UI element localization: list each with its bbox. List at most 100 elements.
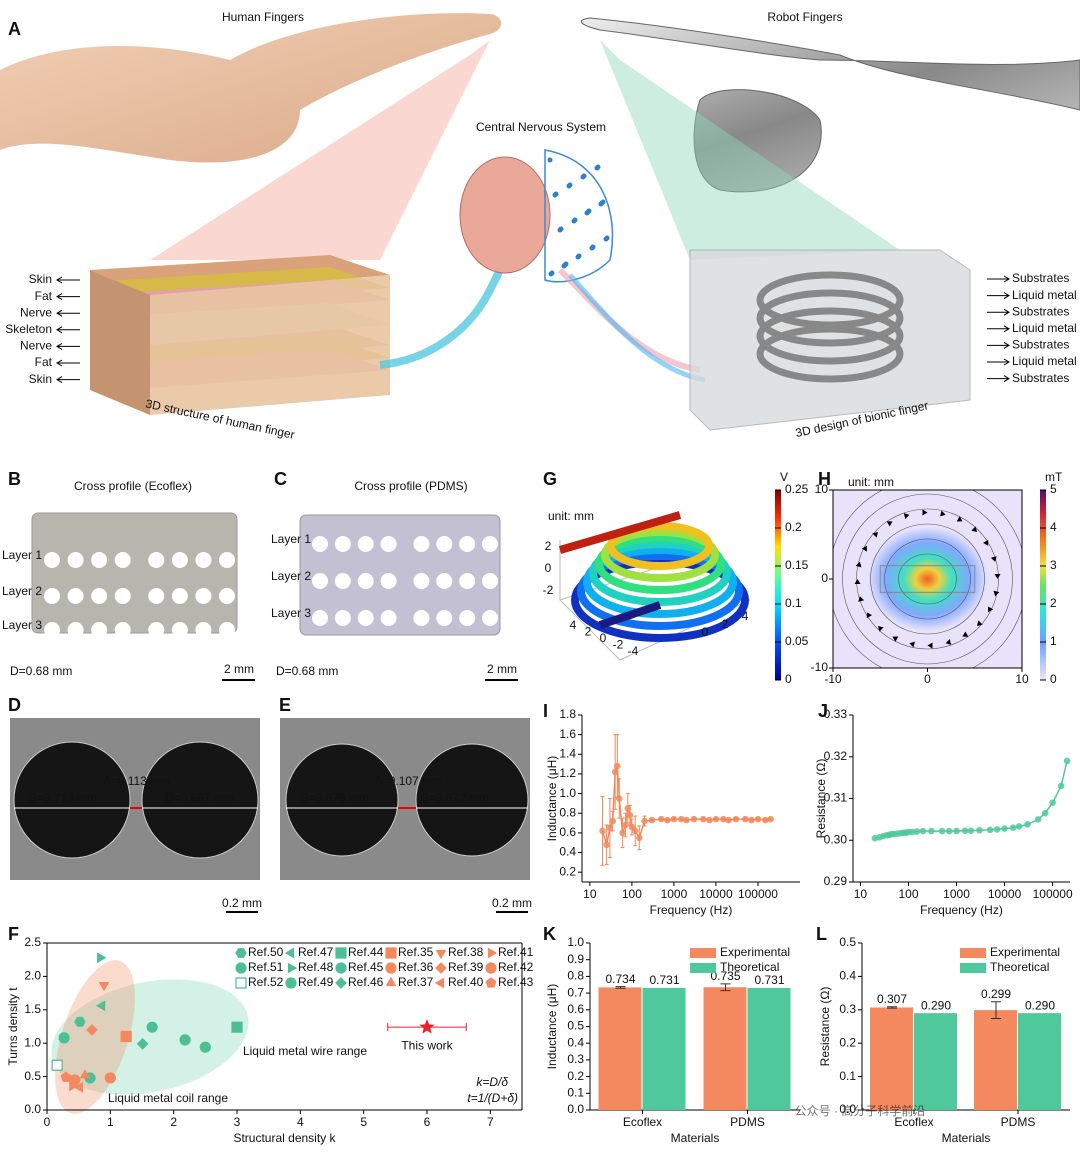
layer-label: Fat (35, 289, 53, 303)
coil-ring (583, 546, 737, 618)
field-arrow (855, 561, 862, 568)
y-tick-label: 1.6 (559, 727, 576, 741)
legend-label: Ref.47 (298, 945, 334, 959)
channel (67, 552, 84, 568)
legend-label: Ref.40 (448, 975, 484, 989)
field-arrow (872, 531, 879, 538)
point (657, 815, 665, 823)
beam-human (150, 40, 490, 260)
field-arrow (994, 574, 1001, 579)
channel (312, 536, 328, 552)
finger-human (0, 13, 502, 163)
y-tick-label: 0.29 (824, 874, 848, 888)
x-tick-label: 6 (424, 1115, 431, 1129)
arrow (987, 341, 1010, 349)
y-tick-label: 0.33 (824, 707, 848, 721)
coil-ring (601, 528, 719, 582)
series-line (874, 760, 1068, 839)
value-label: 0.735 (710, 969, 740, 983)
channel (148, 622, 165, 638)
x-tick-label: PDMS (730, 1115, 765, 1129)
coil-lead (558, 511, 682, 554)
x-axis-label: Materials (671, 1131, 720, 1145)
network-node (586, 208, 592, 214)
colorbar-tick-label: 0.15 (785, 558, 809, 572)
legend-label: Ref.39 (448, 960, 484, 974)
channel (459, 610, 476, 626)
point (1024, 821, 1031, 828)
marker (98, 981, 110, 992)
bar (747, 987, 791, 1110)
point (712, 815, 720, 823)
field-arrow (990, 556, 997, 562)
channel (67, 588, 84, 604)
y-tick-label: 0.1 (567, 1085, 584, 1099)
x-tick-label: 100000 (738, 887, 778, 901)
layer-label: Skin (29, 372, 52, 386)
field-arrow (878, 626, 884, 632)
legend-marker (335, 962, 347, 974)
colorbar-tick-label: 5 (1050, 482, 1057, 496)
marker (86, 1023, 98, 1036)
pore (13, 741, 131, 859)
coil-turn (756, 307, 904, 365)
value-label: 0.731 (649, 973, 679, 987)
marker (120, 1030, 132, 1043)
dimension: D=0.687 mm (165, 791, 234, 805)
layer-label: Nerve (20, 305, 52, 319)
field-arrow (956, 516, 963, 522)
colorbar-tick-label: 0 (785, 672, 792, 686)
colorbar-tick-label: 1 (1050, 634, 1057, 648)
marker (95, 1000, 106, 1012)
tick-label: 4 (570, 618, 577, 632)
marker (231, 1021, 243, 1033)
x-tick-label: 1000 (661, 887, 688, 901)
y-tick-label: 0.9 (567, 952, 584, 966)
x-tick-label: 100000 (1033, 887, 1073, 901)
legend-label: Ref.43 (498, 975, 534, 989)
network-node (581, 173, 587, 179)
legend-label: Ref.45 (348, 960, 384, 974)
y-tick-label: 0 (821, 571, 828, 585)
arrow (56, 293, 80, 301)
panel-letter: G (543, 469, 557, 489)
y-tick-label: 0.4 (567, 1035, 584, 1049)
network-node (576, 253, 582, 259)
layer-label: Substrates (1012, 304, 1069, 318)
channel (436, 610, 453, 626)
legend-label: Ref.46 (348, 975, 384, 989)
x-tick-label: Ecoflex (894, 1115, 933, 1129)
x-axis-label: Frequency (Hz) (920, 903, 1003, 917)
y-tick-label: 2.0 (24, 969, 41, 983)
channel (91, 588, 108, 604)
channel (219, 552, 235, 568)
colorbar-tick-label: 4 (1050, 520, 1057, 534)
network-node (595, 164, 601, 170)
point (720, 815, 727, 823)
channel (312, 610, 328, 626)
x-tick-label: 10 (583, 887, 597, 901)
colorbar-tick-label: 0.1 (785, 596, 802, 610)
legend-marker (385, 947, 397, 959)
point (1057, 782, 1065, 790)
channel (44, 622, 60, 638)
annotation: Liquid metal coil range (108, 1091, 228, 1105)
block-front (90, 270, 150, 415)
channel (219, 622, 235, 638)
arrow (987, 275, 1010, 283)
legend-label: Ref.41 (498, 945, 534, 959)
channel (195, 552, 212, 568)
channel (334, 610, 351, 626)
x-tick-label: -10 (824, 672, 842, 686)
annotation: This work (401, 1038, 453, 1052)
point (1001, 825, 1008, 832)
tick-label: -2 (543, 583, 554, 597)
marker (73, 1081, 84, 1093)
legend-marker (434, 977, 445, 989)
marker (74, 1016, 86, 1027)
tick-label: 4 (742, 609, 749, 623)
channel (195, 588, 212, 604)
panel-letter: H (818, 469, 831, 489)
value-label: 0.734 (605, 972, 635, 986)
